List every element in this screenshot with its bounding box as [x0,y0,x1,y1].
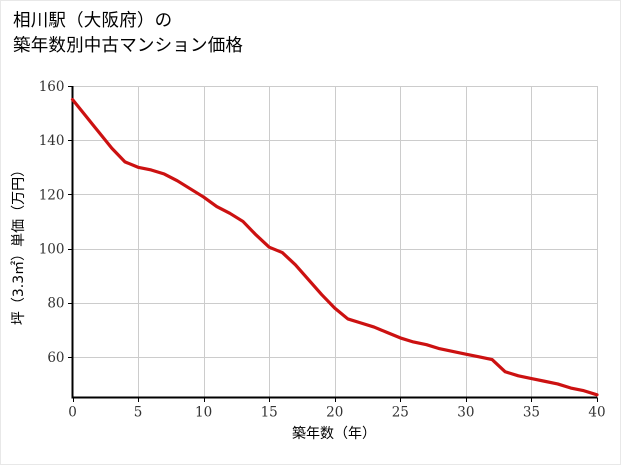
y-tick-label: 140 [39,133,65,149]
y-tick-label: 80 [47,296,64,312]
x-tick-labels-group: 0 5 10 15 20 25 30 35 40 [68,405,605,421]
y-tick-label: 160 [39,79,65,95]
y-tick-label: 100 [39,242,65,258]
data-line-坪単価 [70,97,599,397]
x-tick-label: 15 [261,405,278,421]
x-tick-label: 0 [68,405,77,421]
x-tick-label: 30 [457,405,474,421]
gridlines-group [72,86,598,398]
x-tick-label: 10 [195,405,212,421]
x-tick-label: 40 [588,405,605,421]
x-tick-label: 25 [392,405,409,421]
y-axis-title: 坪（3.3㎡）単価（万円） [11,163,27,325]
y-tick-labels-group: 60 80 100 120 140 160 [39,79,65,366]
x-tick-label: 35 [523,405,540,421]
axis-spines-group [71,86,597,399]
x-axis-title: 築年数（年） [292,426,376,442]
axis-spine-left-bottom [71,86,597,399]
x-tick-label: 5 [134,405,143,421]
x-tick-label: 20 [326,405,343,421]
chart-title: 相川駅（大阪府）の 築年数別中古マンション価格 [13,11,244,56]
y-tick-label: 120 [39,187,65,203]
data-series-group [70,97,599,397]
y-tick-label: 60 [47,350,64,366]
